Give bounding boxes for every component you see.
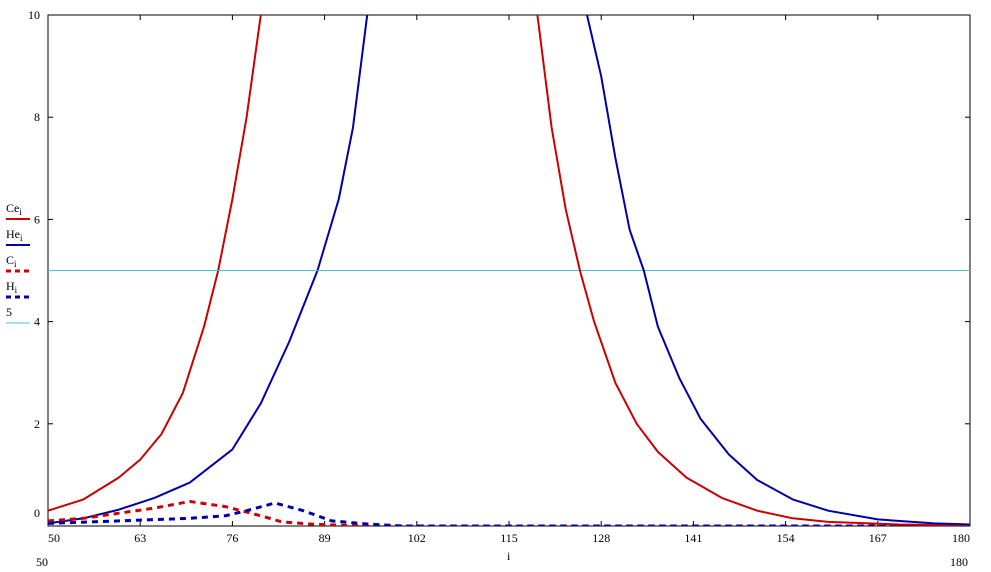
series-layer bbox=[48, 15, 970, 526]
x-tick-label: 128 bbox=[592, 531, 610, 545]
series-line-he bbox=[48, 15, 369, 525]
legend: Cei Hei Ci Hi 5 bbox=[6, 201, 30, 324]
legend-item: Hei bbox=[6, 227, 30, 246]
x-axis-label: i bbox=[507, 549, 511, 563]
x-tick-label: 154 bbox=[777, 531, 795, 545]
x-range-min-label: 50 bbox=[36, 555, 48, 569]
series-line-ce-right bbox=[536, 15, 970, 526]
legend-label: Cei bbox=[6, 201, 22, 217]
y-tick-label: 8 bbox=[34, 110, 40, 124]
legend-item: Hi bbox=[6, 279, 30, 299]
series-line-c-dashed bbox=[48, 500, 970, 526]
series-line-he-right bbox=[586, 15, 970, 526]
y-tick-label: 10 bbox=[28, 8, 40, 22]
x-tick-label: 50 bbox=[48, 531, 60, 545]
x-tick-label: 115 bbox=[500, 531, 518, 545]
x-tick-label: 167 bbox=[869, 531, 887, 545]
x-tick-label: 63 bbox=[134, 531, 146, 545]
legend-item: Cei bbox=[6, 201, 30, 220]
legend-label: Hei bbox=[6, 227, 23, 243]
legend-item: 5 bbox=[6, 305, 30, 324]
legend-item: Ci bbox=[6, 253, 30, 273]
legend-label: 5 bbox=[6, 305, 12, 319]
y-tick-labels: 0 2 4 6 8 10 bbox=[28, 8, 40, 520]
x-tick-label: 102 bbox=[408, 531, 426, 545]
y-tick-label: 4 bbox=[34, 315, 40, 329]
y-tick-label: 2 bbox=[34, 417, 40, 431]
x-tick-label: 76 bbox=[226, 531, 238, 545]
x-tick-label: 180 bbox=[952, 531, 970, 545]
y-tick-label: 0 bbox=[34, 506, 40, 520]
x-range-max-label: 180 bbox=[950, 555, 968, 569]
y-tick-label: 6 bbox=[34, 212, 40, 226]
series-line-ce bbox=[48, 15, 262, 512]
legend-label: Ci bbox=[6, 253, 17, 269]
legend-label: Hi bbox=[6, 279, 18, 295]
x-tick-label: 141 bbox=[684, 531, 702, 545]
series-line-h-dashed bbox=[48, 501, 970, 526]
x-tick-labels: 50 63 76 89 102 115 128 141 154 167 180 bbox=[48, 531, 970, 545]
x-tick-label: 89 bbox=[319, 531, 331, 545]
